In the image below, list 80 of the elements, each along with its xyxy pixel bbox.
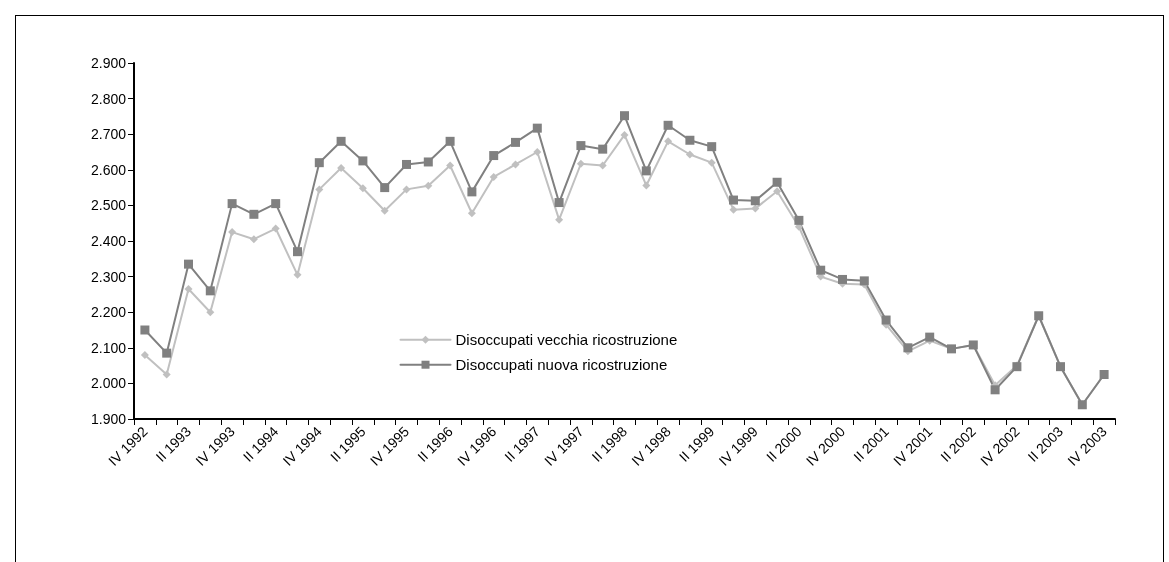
point <box>162 348 172 358</box>
point <box>794 215 804 225</box>
point <box>423 157 433 167</box>
point <box>750 196 760 206</box>
y-tick-label: 2.100 <box>90 339 127 356</box>
point <box>729 205 738 214</box>
point <box>140 350 149 359</box>
point <box>576 159 585 168</box>
point <box>903 343 913 353</box>
point <box>314 158 324 168</box>
point <box>773 187 782 196</box>
legend-label: Disoccupati nuova ricostruzione <box>455 356 668 374</box>
point <box>620 130 629 139</box>
point <box>859 276 869 286</box>
point <box>598 161 607 170</box>
point <box>467 187 477 197</box>
y-tick-label: 2.600 <box>90 161 127 178</box>
point <box>881 315 891 325</box>
point <box>293 270 302 279</box>
point <box>380 183 390 193</box>
point <box>489 151 499 161</box>
point <box>445 136 455 146</box>
point <box>358 184 367 193</box>
point <box>402 159 411 169</box>
point <box>685 150 694 159</box>
point <box>205 286 215 296</box>
point <box>511 160 520 169</box>
point <box>707 158 716 167</box>
y-tick-label: 2.700 <box>90 126 127 143</box>
point <box>489 172 498 181</box>
point <box>664 137 673 146</box>
point <box>446 161 455 170</box>
point <box>184 285 193 294</box>
point <box>707 142 717 152</box>
point <box>751 204 760 213</box>
point <box>315 185 324 194</box>
y-tick-label: 2.000 <box>90 375 127 392</box>
point <box>925 332 935 342</box>
point <box>990 385 1000 395</box>
point <box>663 120 673 130</box>
point <box>641 166 651 176</box>
point <box>162 370 171 379</box>
point <box>532 123 542 133</box>
point <box>533 148 542 156</box>
point <box>729 195 738 205</box>
point <box>228 228 237 237</box>
point <box>772 177 782 187</box>
point <box>227 199 237 209</box>
point <box>293 247 302 257</box>
y-tick-label: 2.800 <box>90 90 127 107</box>
point <box>184 259 193 269</box>
y-tick-label: 1.900 <box>90 411 127 427</box>
point <box>816 265 826 275</box>
point <box>642 181 651 190</box>
point <box>249 235 258 244</box>
point <box>554 198 564 208</box>
y-tick-label: 2.200 <box>90 304 127 321</box>
point <box>598 144 608 154</box>
y-tick-label: 2.900 <box>90 55 127 71</box>
y-tick-label: 2.500 <box>90 197 127 214</box>
point <box>424 181 433 190</box>
point <box>402 185 411 194</box>
point <box>576 141 586 151</box>
point <box>249 209 259 219</box>
point <box>337 164 346 173</box>
point <box>511 137 520 147</box>
point <box>685 135 695 145</box>
y-tick-label: 2.400 <box>90 233 127 249</box>
y-tick-label: 2.300 <box>90 268 127 285</box>
point <box>467 209 476 218</box>
point <box>380 206 389 215</box>
legend-label: Disoccupati vecchia ricostruzione <box>455 331 678 349</box>
point <box>336 136 346 146</box>
point <box>358 156 368 166</box>
point <box>620 111 629 121</box>
point <box>140 325 150 335</box>
point <box>838 274 847 284</box>
point <box>271 199 281 209</box>
point <box>271 224 280 233</box>
point <box>206 308 215 317</box>
